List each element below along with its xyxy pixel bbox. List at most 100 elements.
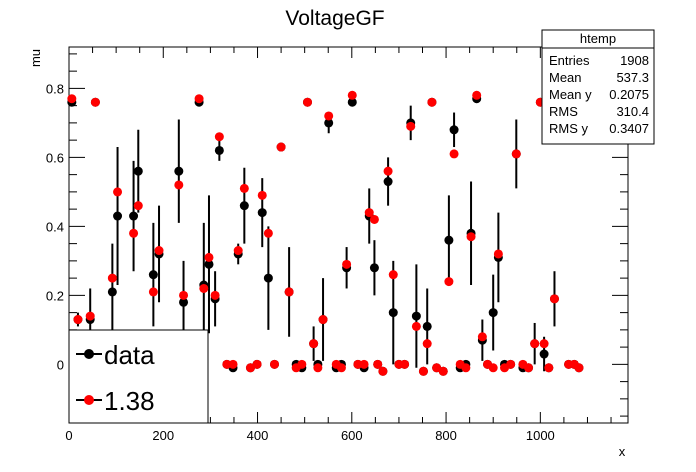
fit-point — [461, 363, 471, 373]
axes: 0 200 400 600 800 1000 0 0.2 0.4 0.6 0.8 — [46, 47, 628, 443]
fit-point — [245, 363, 255, 373]
data-point — [107, 287, 117, 297]
stats-value-mean-y: 0.2075 — [609, 87, 649, 102]
fit-point — [67, 94, 77, 104]
fit-point — [313, 363, 323, 373]
fit-point — [270, 359, 280, 369]
fit-point — [199, 283, 209, 293]
x-tick-label: 1000 — [526, 428, 555, 443]
fit-point — [263, 228, 273, 238]
fit-point — [383, 166, 393, 176]
data-point — [449, 125, 459, 135]
data-point — [179, 297, 189, 307]
data-point — [539, 349, 549, 359]
fit-point — [388, 270, 398, 280]
x-tick-label: 400 — [247, 428, 269, 443]
fit-point — [107, 273, 117, 283]
fit-point — [539, 339, 549, 349]
fit-point — [369, 214, 379, 224]
y-tick-label: 0.4 — [46, 219, 64, 234]
fit-point — [214, 132, 224, 142]
fit-point — [406, 121, 416, 131]
data-point — [383, 177, 393, 187]
fit-point — [449, 149, 459, 159]
x-tick-label: 200 — [152, 428, 174, 443]
fit-point — [318, 315, 328, 325]
fit-point — [432, 363, 442, 373]
fit-point — [472, 90, 482, 100]
stats-label-rms-y: RMS y — [549, 121, 589, 136]
fit-point — [342, 259, 352, 269]
data-point — [369, 263, 379, 273]
fit-point — [276, 142, 286, 152]
y-tick-label: 0.6 — [46, 150, 64, 165]
fit-point — [210, 290, 220, 300]
fit-point — [511, 149, 521, 159]
data-point — [388, 308, 398, 318]
fit-point — [85, 311, 95, 321]
fit-point — [257, 190, 267, 200]
fit-point — [373, 359, 383, 369]
fit-point — [438, 366, 448, 376]
legend-label-data: data — [104, 340, 155, 370]
data-point — [347, 97, 357, 107]
data-point — [257, 208, 267, 218]
fit-point — [422, 339, 432, 349]
fit-point — [73, 315, 83, 325]
stats-value-rms: 310.4 — [616, 104, 649, 119]
legend-label-fit: 1.38 — [104, 386, 155, 416]
fit-point — [90, 97, 100, 107]
fit-point — [133, 201, 143, 211]
data-point — [444, 235, 454, 245]
x-axis-label: x — [619, 444, 626, 459]
fit-point — [284, 287, 294, 297]
data-point — [204, 259, 214, 269]
data-point — [214, 145, 224, 155]
y-tick-label: 0.8 — [46, 81, 64, 96]
fit-point — [444, 277, 454, 287]
stats-value-mean: 537.3 — [616, 70, 649, 85]
x-tick-label: 800 — [435, 428, 457, 443]
data-point — [133, 166, 143, 176]
fit-point — [506, 359, 516, 369]
fit-point — [418, 366, 428, 376]
stats-label-mean-y: Mean y — [549, 87, 592, 102]
fit-point — [239, 183, 249, 193]
fit-point — [544, 363, 554, 373]
data-point — [488, 308, 498, 318]
fit-point — [148, 287, 158, 297]
data-point — [113, 211, 123, 221]
fit-point — [154, 246, 164, 256]
stats-box-frame — [541, 29, 655, 145]
fit-point — [549, 294, 559, 304]
y-axis-label: mu — [28, 49, 43, 67]
fit-point — [194, 94, 204, 104]
fit-point — [204, 252, 214, 262]
fit-point — [493, 249, 503, 259]
fit-point — [524, 363, 534, 373]
fit-point — [427, 97, 437, 107]
fit-point — [336, 363, 346, 373]
x-tick-label: 600 — [341, 428, 363, 443]
legend-marker-fit — [84, 395, 94, 405]
data-point — [422, 321, 432, 331]
y-tick-label: 0 — [57, 357, 64, 372]
fit-point — [378, 366, 388, 376]
fit-point — [488, 363, 498, 373]
fit-point — [347, 90, 357, 100]
fit-point — [179, 290, 189, 300]
stats-label-mean: Mean — [549, 70, 582, 85]
fit-point — [400, 359, 410, 369]
fit-point — [113, 187, 123, 197]
fit-point — [411, 321, 421, 331]
data-point — [148, 270, 158, 280]
fit-point — [574, 363, 584, 373]
fit-point — [364, 208, 374, 218]
stats-box: htemp Entries 1908 Mean 537.3 Mean y 0.2… — [541, 29, 655, 145]
y-tick-label: 0.2 — [46, 288, 64, 303]
fit-point — [359, 359, 369, 369]
fit-point — [477, 332, 487, 342]
fit-point — [466, 232, 476, 242]
stats-value-rms-y: 0.3407 — [609, 121, 649, 136]
